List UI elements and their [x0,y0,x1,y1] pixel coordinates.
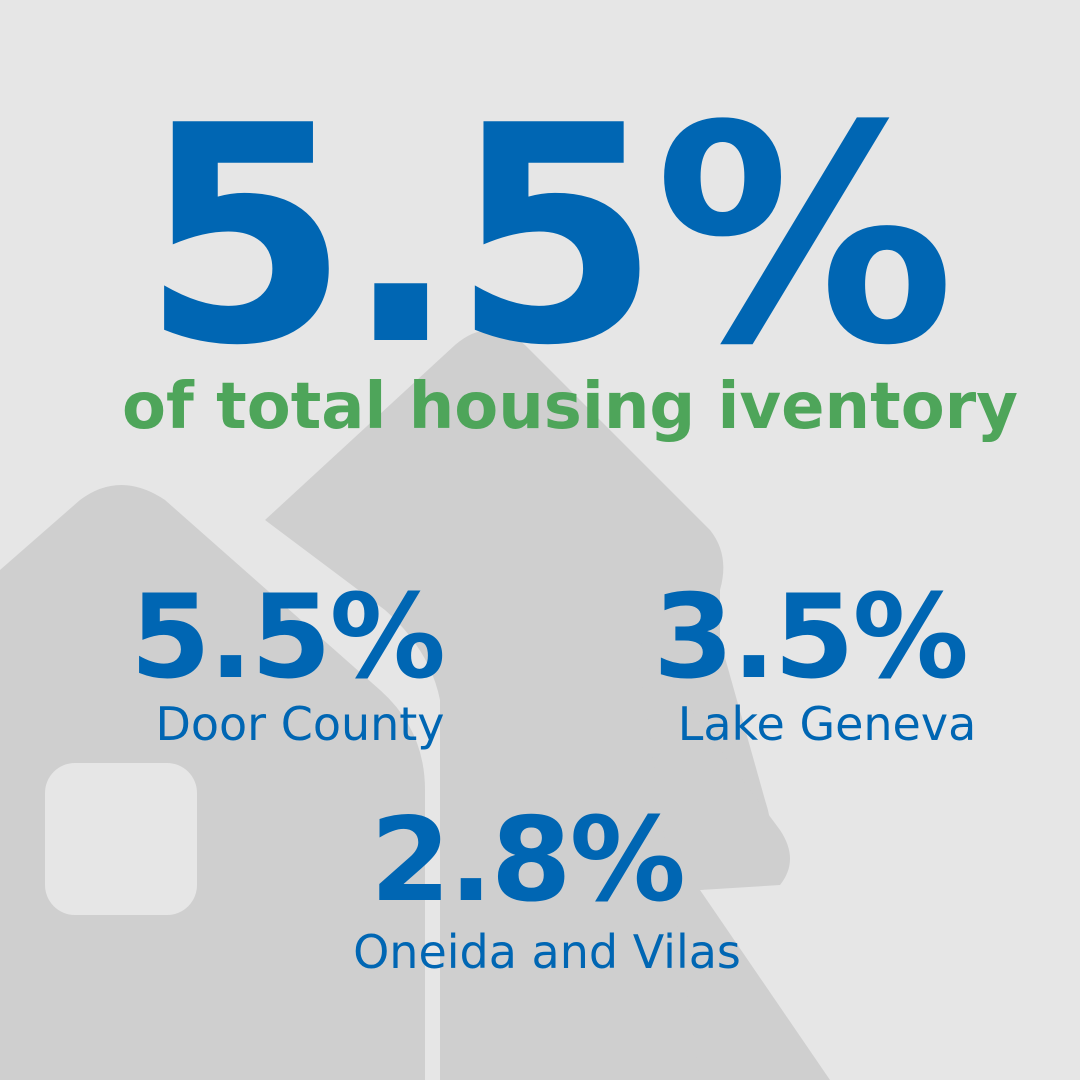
stat-label: Lake Geneva [678,697,977,751]
stat-value: 2.8% [370,793,684,928]
stat-label: Door County [155,697,444,751]
house-shape [635,635,830,1080]
stat-value: 5.5% [130,570,444,705]
stat-label: Oneida and Vilas [353,925,741,979]
house-shape [0,485,425,1080]
headline-caption: of total housing iventory [122,370,1018,444]
headline-value: 5.5% [141,62,950,411]
stat-value: 3.5% [653,570,967,705]
house-shape [265,330,772,1080]
house-window [45,763,197,915]
